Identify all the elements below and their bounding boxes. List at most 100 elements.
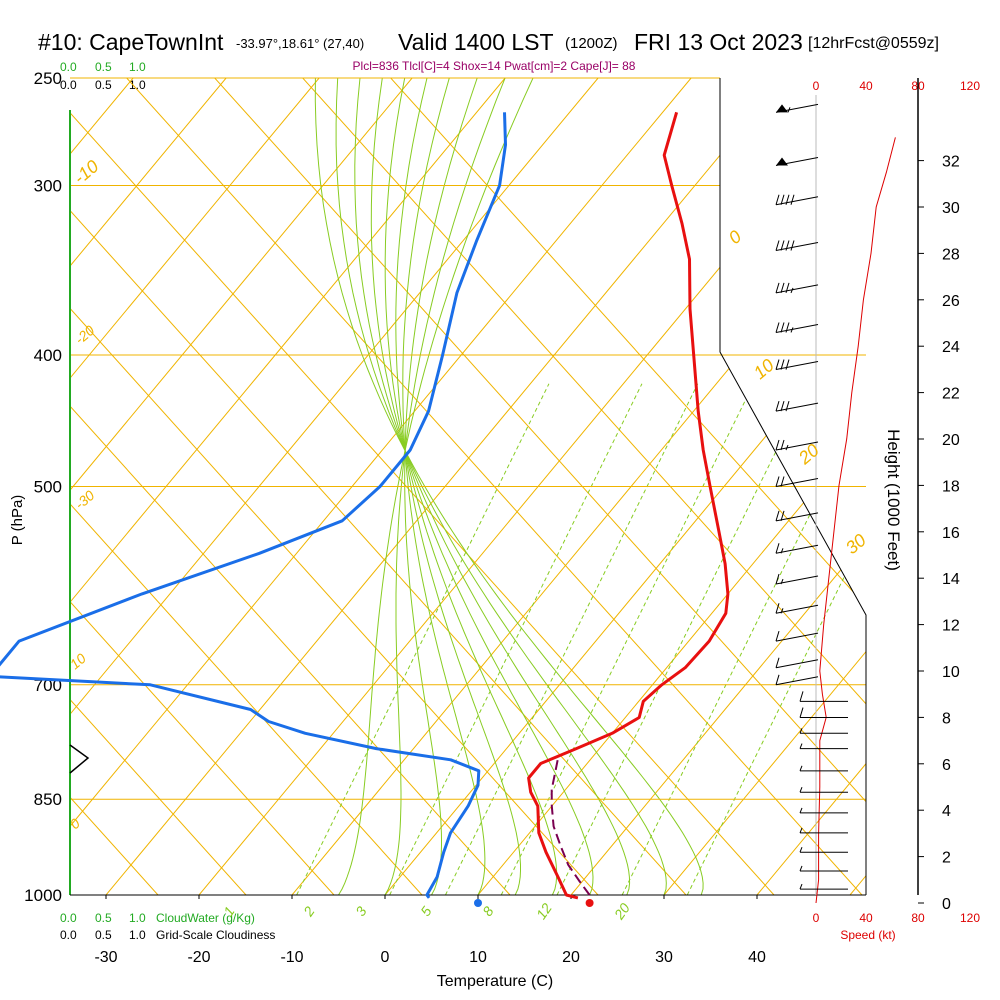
wind-barb-flag bbox=[799, 707, 804, 718]
dewpoint-profile bbox=[0, 112, 507, 899]
wind-barb bbox=[775, 282, 819, 294]
pressure-tick-label: 250 bbox=[34, 69, 62, 88]
speed-axis-top: 0 40 80 120 bbox=[813, 79, 981, 93]
wind-barb-shaft bbox=[775, 632, 819, 642]
height-axis-title: Height (1000 Feet) bbox=[884, 429, 903, 571]
height-tick-label: 12 bbox=[942, 618, 960, 635]
wind-speed-profile bbox=[815, 137, 896, 904]
wind-barb-flag bbox=[785, 194, 790, 205]
sounding-profiles bbox=[0, 111, 730, 907]
wind-barb-shaft bbox=[775, 659, 819, 669]
isotherm-line bbox=[663, 78, 866, 895]
wind-barb-flag bbox=[775, 510, 780, 521]
moist-adiabat-line bbox=[384, 78, 506, 895]
wind-barb-flag bbox=[775, 603, 780, 614]
wind-barb bbox=[775, 240, 819, 251]
cloud-scale-bottom: 0.0 0.5 1.0 CloudWater (g/Kg) 0.0 0.5 1.… bbox=[60, 911, 275, 942]
wind-barb-flag bbox=[775, 439, 780, 451]
wind-barb bbox=[799, 865, 848, 872]
isotherm-label: 30 bbox=[842, 530, 870, 558]
wind-barb-flag bbox=[785, 240, 790, 251]
height-tick-label: 2 bbox=[942, 850, 951, 867]
wind-barb bbox=[775, 573, 819, 585]
wind-barb bbox=[775, 476, 819, 487]
speed-tick-top-120: 120 bbox=[960, 79, 980, 93]
isotherm-line bbox=[70, 78, 227, 895]
x-tick-label: 10 bbox=[469, 949, 487, 966]
cloud-scale-green-1: 0.5 bbox=[95, 60, 112, 74]
cloud-scale-bottom-black-2: 1.0 bbox=[129, 928, 146, 942]
x-tick-label: 30 bbox=[655, 949, 673, 966]
height-tick-label: 32 bbox=[942, 154, 960, 171]
height-tick-label: 6 bbox=[942, 757, 951, 774]
station-coords: -33.97°,18.61° (27,40) bbox=[236, 36, 364, 51]
wind-barb-flag bbox=[775, 543, 780, 554]
pressure-tick-label: 500 bbox=[34, 478, 62, 497]
wind-barb bbox=[775, 603, 819, 614]
isotherm-label: -10 bbox=[70, 156, 103, 188]
x-axis-title: Temperature (C) bbox=[437, 973, 553, 990]
x-tick-label: -10 bbox=[280, 949, 303, 966]
mixing-ratio-line bbox=[389, 383, 643, 895]
moist-adiabat-line bbox=[314, 78, 704, 895]
wind-barb-flag bbox=[785, 282, 790, 294]
speed-tick-top-0: 0 bbox=[813, 79, 820, 93]
x-tick-label: 20 bbox=[562, 949, 580, 966]
dry-adiabat-line bbox=[211, 78, 866, 895]
wind-barb bbox=[775, 401, 819, 412]
isotherm-label: -30 bbox=[72, 487, 98, 512]
moist-adiabat-line bbox=[402, 78, 486, 895]
moist-adiabat-line bbox=[404, 78, 478, 895]
wind-barb-flag bbox=[775, 240, 780, 251]
wind-barb bbox=[775, 439, 819, 451]
isotherm-label: 0 bbox=[725, 226, 746, 248]
dry-adiabat-line bbox=[123, 78, 863, 895]
cloudwater-label: CloudWater (g/Kg) bbox=[156, 911, 255, 925]
wind-barb bbox=[799, 691, 848, 702]
wind-barb-shaft bbox=[775, 575, 819, 585]
wind-barb-flag bbox=[780, 401, 785, 412]
wind-barb-shaft bbox=[775, 323, 819, 333]
x-tick-label: 40 bbox=[748, 949, 766, 966]
dry-adiabat-line bbox=[70, 78, 423, 895]
dry-adiabat-line bbox=[70, 78, 511, 895]
wind-barb-flag bbox=[775, 401, 780, 412]
height-tick-label: 22 bbox=[942, 386, 960, 403]
wind-barb-shaft bbox=[775, 676, 819, 686]
station-title: #10: CapeTownInt bbox=[38, 29, 224, 55]
wind-barbs bbox=[775, 103, 848, 890]
wind-barb-flag bbox=[775, 476, 780, 487]
wind-barb bbox=[799, 883, 848, 890]
wind-barb-flag bbox=[775, 282, 780, 294]
wind-barb-half bbox=[799, 765, 803, 771]
forecast-date: FRI 13 Oct 2023 bbox=[634, 29, 803, 55]
isotherm-lines bbox=[70, 78, 866, 895]
height-tick-label: 20 bbox=[942, 432, 960, 449]
wind-barb bbox=[775, 630, 819, 642]
wind-barb-half bbox=[799, 807, 803, 814]
cloud-scale-bottom-green-2: 1.0 bbox=[129, 911, 146, 925]
moist-adiabat-line bbox=[370, 78, 594, 895]
wind-barb bbox=[775, 543, 819, 554]
speed-tick-bottom-80: 80 bbox=[911, 911, 925, 925]
pressure-tick-label: 300 bbox=[34, 176, 62, 195]
wind-barb-shaft bbox=[775, 284, 819, 294]
wind-barb-flag bbox=[775, 194, 780, 205]
wind-barb-half bbox=[790, 287, 794, 294]
speed-tick-top-40: 40 bbox=[859, 79, 873, 93]
wind-barb-half bbox=[799, 847, 803, 853]
wind-barb bbox=[775, 359, 819, 371]
wind-barb-half bbox=[799, 743, 803, 749]
cloud-scale-black-2: 1.0 bbox=[129, 78, 146, 92]
speed-axis-bottom: 0 40 80 120 Speed (kt) bbox=[813, 911, 981, 942]
cloud-scale-top: 0.0 0.5 1.0 0.0 0.5 1.0 bbox=[60, 60, 146, 92]
stability-indices: Plcl=836 Tlcl[C]=4 Shox=14 Pwat[cm]=2 Ca… bbox=[353, 59, 636, 73]
wind-barb-flag bbox=[780, 359, 785, 370]
wind-barb bbox=[775, 322, 819, 333]
pressure-tick-label: 400 bbox=[34, 346, 62, 365]
cloud-scale-bottom-black-0: 0.0 bbox=[60, 928, 77, 942]
wind-barb bbox=[775, 510, 819, 522]
mixing-ratio-line bbox=[296, 383, 550, 895]
wind-barb-flag bbox=[799, 691, 804, 702]
